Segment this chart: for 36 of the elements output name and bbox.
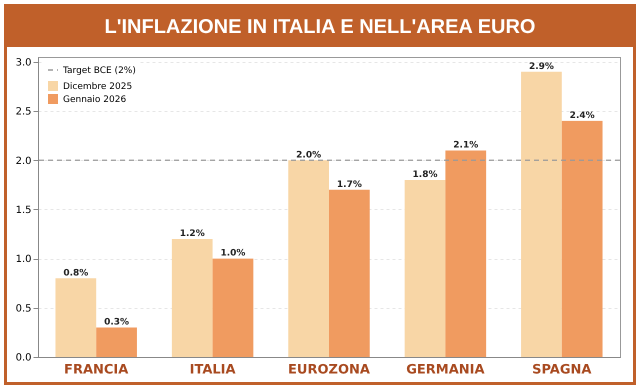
y-tick-label: 1.5 [16, 204, 32, 216]
bar [288, 160, 329, 357]
y-tick-label: 0.5 [16, 303, 32, 314]
legend-label: Dicembre 2025 [63, 82, 132, 92]
data-label: 0.3% [104, 317, 130, 328]
data-label: 2.0% [296, 150, 322, 160]
y-tick-label: 1.0 [16, 254, 32, 266]
data-label: 2.1% [453, 140, 478, 150]
data-label: 2.9% [528, 62, 554, 72]
bar [329, 190, 370, 357]
data-label: 1.0% [220, 248, 246, 259]
bar [172, 238, 213, 357]
y-tick-label: 2.0 [16, 156, 32, 167]
x-tick-label: ITALIA [190, 362, 236, 378]
data-label: 2.4% [570, 110, 595, 121]
data-label: 0.8% [63, 268, 88, 278]
y-tick-label: 0.0 [16, 352, 32, 364]
bar [445, 150, 486, 357]
bar [212, 258, 254, 357]
bar [404, 180, 446, 357]
bar [562, 120, 603, 357]
bar [55, 278, 96, 357]
legend-label: Gennaio 2026 [63, 95, 126, 105]
y-tick-label: 2.5 [16, 106, 32, 118]
x-tick-label: GERMANIA [406, 362, 485, 378]
chart-title: L'INFLAZIONE IN ITALIA E NELL'AREA EURO [7, 7, 633, 47]
y-tick-label: 3.0 [16, 57, 32, 68]
x-tick-label: EUROZONA [288, 362, 370, 378]
data-label: 1.2% [180, 228, 205, 239]
bar [96, 327, 137, 357]
x-tick-label: SPAGNA [532, 362, 592, 378]
legend-label: Target BCE (2%) [62, 66, 136, 76]
bar [521, 72, 562, 357]
x-tick-label: FRANCIA [64, 362, 128, 378]
data-label: 1.7% [336, 180, 362, 190]
data-label: 1.8% [412, 170, 438, 180]
